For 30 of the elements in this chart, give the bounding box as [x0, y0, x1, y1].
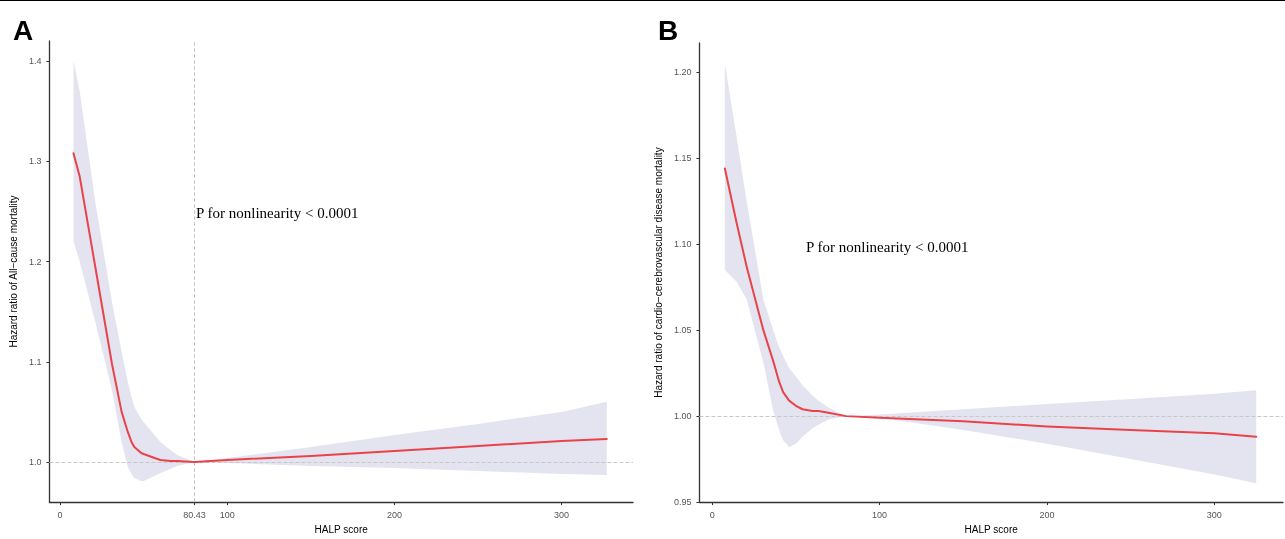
y-tick-label: 1.1 — [28, 356, 42, 367]
x-axis-title: HALP score — [964, 523, 1019, 535]
y-tick-label: 1.3 — [28, 156, 42, 167]
y-tick-label: 1.05 — [673, 325, 692, 336]
y-tick-label: 1.20 — [673, 67, 692, 78]
x-tick-label: 80.43 — [183, 509, 206, 520]
x-tick-label: 200 — [1039, 509, 1055, 520]
chart-title: B — [658, 14, 679, 46]
y-tick-label: 1.15 — [673, 153, 692, 164]
y-axis-title: Hazard ratio of All−cause mortality — [7, 195, 19, 348]
annotation: P for nonlinearity < 0.0001 — [806, 238, 969, 255]
x-tick-label: 300 — [1206, 509, 1222, 520]
chart-title: A — [13, 14, 34, 46]
x-axis-title: HALP score — [314, 523, 369, 535]
x-tick-label: 100 — [872, 509, 888, 520]
x-tick-label: 200 — [386, 509, 402, 520]
y-tick-label: 1.00 — [673, 411, 692, 422]
x-tick-label: 100 — [219, 509, 235, 520]
y-axis-title: Hazard ratio of cardio−cerebrovascular disease mortality — [652, 147, 664, 398]
y-tick-label: 1.4 — [28, 56, 42, 67]
x-tick-label: 0 — [709, 509, 715, 520]
y-tick-label: 1.10 — [673, 239, 692, 250]
x-tick-label: 0 — [57, 509, 63, 520]
line-series — [723, 167, 1258, 438]
x-tick-label: 300 — [554, 509, 570, 520]
line-series — [72, 152, 608, 463]
annotation: P for nonlinearity < 0.0001 — [196, 204, 359, 221]
y-tick-label: 0.95 — [673, 497, 692, 508]
y-tick-label: 1.0 — [28, 457, 42, 467]
y-tick-label: 1.2 — [28, 256, 42, 267]
